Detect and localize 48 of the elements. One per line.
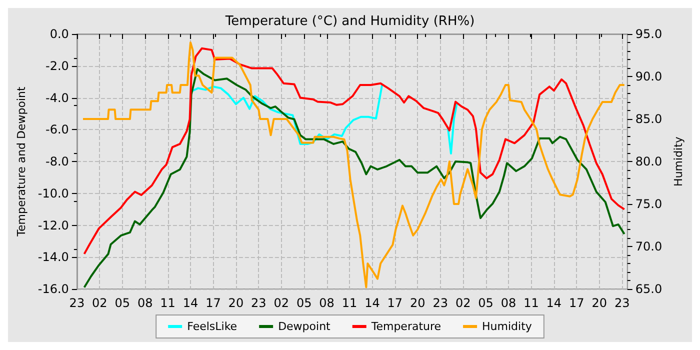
legend-label: Humidity — [482, 320, 532, 333]
x-tick-label: 11 — [524, 296, 539, 310]
x-tick-label: 08 — [500, 296, 516, 310]
x-tick-label: 14 — [182, 296, 198, 310]
x-tick-label: 17 — [206, 296, 221, 310]
x-tick-label: 02 — [92, 296, 108, 310]
x-tick-label: 14 — [364, 296, 380, 310]
x-tick-label: 23 — [432, 296, 448, 310]
legend-label: Temperature — [370, 320, 442, 333]
chart-title: Temperature (°C) and Humidity (RH%) — [224, 14, 475, 29]
y-tick-label: -12.0 — [38, 218, 69, 232]
x-tick-label: 14 — [546, 296, 562, 310]
legend-label: FeelsLike — [187, 320, 238, 333]
x-tick-label: 20 — [228, 296, 244, 310]
y-tick-label: -2.0 — [46, 58, 69, 73]
x-tick-label: 05 — [296, 296, 312, 310]
x-tick-label: 11 — [342, 296, 358, 310]
y-tick-label: -4.0 — [46, 90, 69, 105]
x-tick-label: 17 — [387, 296, 403, 310]
y-tick-label: -14.0 — [38, 250, 69, 264]
y-axis-title: Temperature and Dewpoint — [15, 86, 28, 238]
y2-axis-title: Humidity — [672, 136, 685, 186]
y-tick-label: -10.0 — [38, 186, 69, 200]
y2-tick-label: 75.0 — [635, 197, 662, 211]
y2-tick-label: 65.0 — [635, 282, 662, 296]
y-tick-label: -8.0 — [46, 154, 69, 168]
x-tick-label: 23 — [614, 296, 630, 310]
x-tick-label: 23 — [69, 296, 85, 310]
y2-tick-label: 70.0 — [635, 240, 662, 254]
x-tick-label: 08 — [137, 296, 153, 310]
x-tick-label: 05 — [114, 296, 130, 310]
y-tick-label: 0.0 — [50, 27, 69, 41]
y2-tick-label: 90.0 — [635, 70, 662, 84]
y2-tick-label: 95.0 — [635, 27, 662, 41]
x-tick-label: 02 — [274, 296, 290, 310]
x-tick-label: 23 — [251, 296, 266, 310]
x-tick-label: 05 — [478, 296, 494, 310]
y-tick-label: -6.0 — [46, 122, 69, 137]
y2-tick-label: 85.0 — [635, 112, 662, 126]
x-tick-label: 08 — [319, 296, 334, 310]
x-tick-label: 02 — [455, 296, 471, 310]
x-tick-label: 20 — [592, 296, 608, 310]
y2-tick-label: 80.0 — [635, 154, 662, 168]
x-tick-label: 20 — [410, 296, 426, 310]
legend-label: Dewpoint — [278, 320, 332, 333]
y-tick-label: -16.0 — [38, 282, 69, 296]
x-tick-label: 11 — [160, 296, 176, 310]
x-tick-label: 17 — [569, 296, 584, 310]
